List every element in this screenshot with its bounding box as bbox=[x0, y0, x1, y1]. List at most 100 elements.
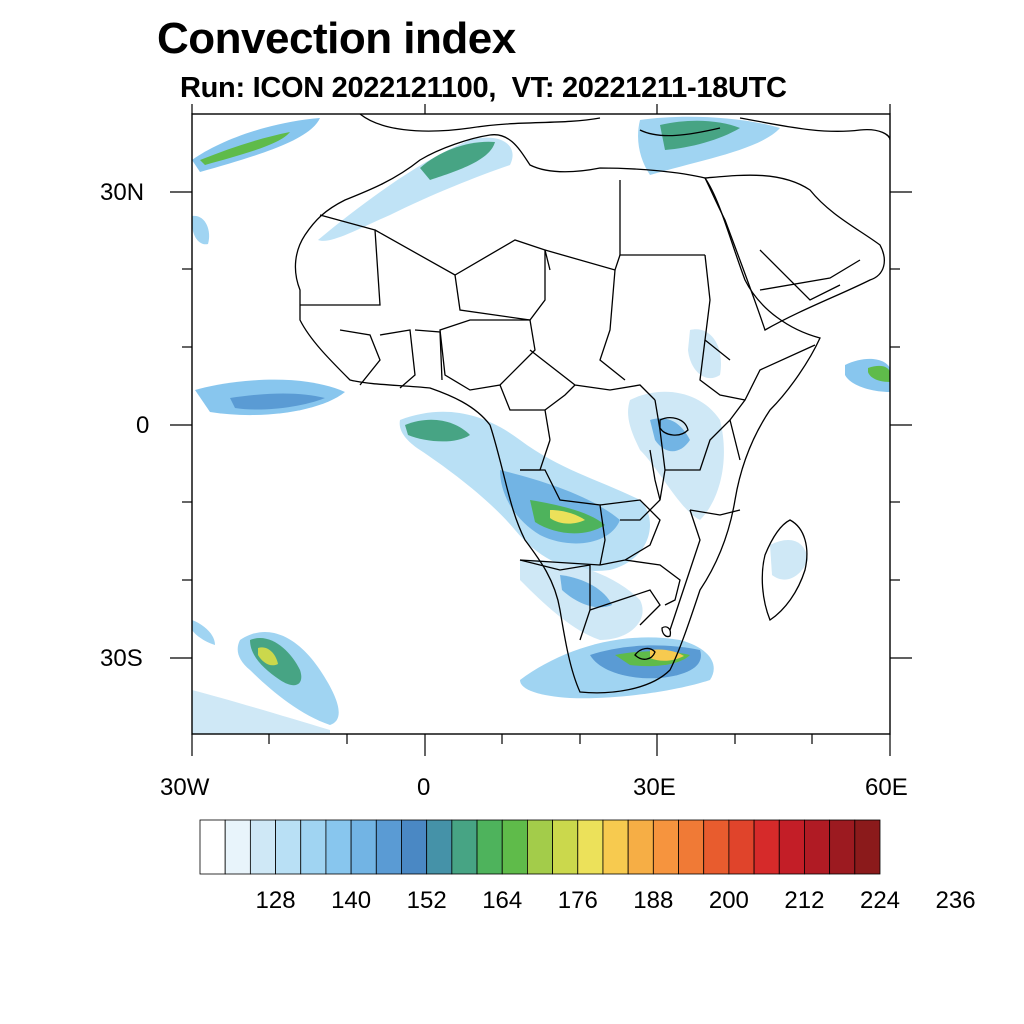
colorbar-tick-label: 188 bbox=[633, 887, 673, 914]
colorbar-tick-label: 224 bbox=[860, 887, 900, 914]
map-frame bbox=[191, 113, 891, 735]
lat-label-0: 0 bbox=[136, 412, 150, 439]
border-kenya-somalia bbox=[729, 344, 816, 421]
border-arabia-2 bbox=[759, 259, 861, 291]
convection-patch-atlantic-trop-core bbox=[230, 393, 325, 410]
border-niger-chad bbox=[454, 250, 546, 321]
border-tanzania-moz bbox=[689, 509, 741, 516]
colorbar: 128 140 152 164 176 188 200 212 224 236 bbox=[199, 819, 976, 914]
colorbar-swatch bbox=[703, 819, 730, 875]
europe-coastline bbox=[359, 114, 890, 141]
border-zimbabwe-moz bbox=[624, 559, 681, 606]
colorbar-swatch bbox=[652, 819, 679, 875]
colorbar-swatch bbox=[325, 819, 352, 875]
lake-tanganyika bbox=[649, 449, 661, 501]
convection-patch-indian-core bbox=[868, 365, 890, 382]
colorbar-swatch bbox=[350, 819, 377, 875]
colorbar-swatch bbox=[199, 819, 226, 875]
convection-patch-east bbox=[628, 391, 724, 520]
border-egypt-libya bbox=[619, 180, 705, 256]
colorbar-swatch bbox=[829, 819, 856, 875]
colorbar-swatch bbox=[753, 819, 780, 875]
border-libya-chad bbox=[544, 249, 621, 271]
colorbar-swatch bbox=[426, 819, 453, 875]
madagascar-coastline bbox=[761, 519, 808, 621]
border-cameroon-gabon bbox=[499, 384, 551, 441]
convection-patch-satl-3 bbox=[192, 620, 215, 645]
colorbar-swatch bbox=[224, 819, 251, 875]
colorbar-swatch bbox=[451, 819, 478, 875]
lake-victoria bbox=[659, 417, 689, 436]
convection-patch-satl-2 bbox=[192, 690, 330, 734]
colorbar-tick-label: 128 bbox=[256, 887, 296, 914]
chart-title: Convection index bbox=[157, 14, 516, 63]
convection-patch-ethiopia bbox=[688, 329, 721, 379]
convection-patch-south-interior-core bbox=[560, 575, 612, 608]
convection-patch-atlantic-nw bbox=[192, 215, 210, 245]
border-angola bbox=[519, 559, 601, 566]
colorbar-swatch bbox=[275, 819, 302, 875]
colorbar-swatch bbox=[602, 819, 629, 875]
border-botswana-sa bbox=[589, 589, 661, 626]
colorbar-swatch bbox=[300, 819, 327, 875]
colorbar-swatch bbox=[854, 819, 881, 875]
border-westafrica-1 bbox=[339, 329, 381, 386]
convection-patch-madagascar bbox=[770, 540, 808, 580]
border-mali-algeria bbox=[374, 229, 551, 276]
convection-shading bbox=[192, 116, 890, 734]
border-car bbox=[529, 349, 656, 401]
border-arabia-1 bbox=[759, 249, 841, 301]
border-nigeria bbox=[439, 319, 536, 391]
colorbar-tick-label: 236 bbox=[936, 887, 976, 914]
border-westafrica-2 bbox=[379, 329, 416, 389]
colorbar-tick-label: 176 bbox=[558, 887, 598, 914]
colorbar-swatch bbox=[678, 819, 705, 875]
lon-label-30e: 30E bbox=[633, 774, 676, 801]
colorbar-swatch bbox=[627, 819, 654, 875]
border-east-africa bbox=[665, 418, 741, 471]
africa-coastline bbox=[294, 134, 821, 694]
arabia-coastline bbox=[703, 174, 885, 331]
colorbar-swatch bbox=[501, 819, 528, 875]
convection-patch-satl-1-core bbox=[258, 647, 278, 666]
colorbar-swatch bbox=[375, 819, 402, 875]
convection-patch-north-west-core bbox=[200, 132, 290, 165]
border-sahara-west bbox=[300, 214, 381, 306]
convection-patch-gulf bbox=[405, 419, 470, 442]
border-drc-east bbox=[620, 399, 666, 521]
colorbar-swatch bbox=[728, 819, 755, 875]
border-westafrica-3 bbox=[414, 329, 443, 381]
colorbar-swatch bbox=[476, 819, 503, 875]
colorbar-swatch bbox=[778, 819, 805, 875]
colorbar-swatch bbox=[249, 819, 276, 875]
convection-patch-congo-hot bbox=[550, 510, 585, 524]
colorbar-tick-label: 212 bbox=[784, 887, 824, 914]
country-boundaries bbox=[294, 114, 890, 694]
colorbar-tick-label: 152 bbox=[407, 887, 447, 914]
colorbar-tick-label: 200 bbox=[709, 887, 749, 914]
border-eswatini bbox=[661, 626, 672, 638]
border-sudan-ethiopia bbox=[704, 254, 731, 361]
colorbar-tick-label: 140 bbox=[331, 887, 371, 914]
chart-subtitle: Run: ICON 2022121100, VT: 20221211-18UTC bbox=[180, 72, 787, 104]
colorbar-swatch bbox=[577, 819, 604, 875]
border-namibia-botswana bbox=[519, 559, 591, 641]
colorbar-swatch bbox=[552, 819, 579, 875]
border-zambia bbox=[599, 499, 661, 566]
lat-label-30s: 30S bbox=[100, 645, 143, 672]
colorbar-swatch bbox=[401, 819, 428, 875]
colorbar-swatch bbox=[804, 819, 831, 875]
lon-label-30w: 30W bbox=[160, 774, 210, 801]
axis-ticks bbox=[170, 104, 912, 756]
border-lesotho bbox=[634, 647, 656, 660]
convection-patch-north-core bbox=[420, 141, 495, 180]
colorbar-swatch bbox=[527, 819, 553, 875]
border-chad-sudan bbox=[599, 269, 626, 381]
lon-label-60e: 60E bbox=[865, 774, 908, 801]
border-drc-south bbox=[520, 469, 606, 566]
lat-label-30n: 30N bbox=[100, 179, 145, 206]
border-ethiopia-kenya bbox=[699, 339, 746, 401]
border-mozambique bbox=[669, 509, 701, 631]
lon-label-0: 0 bbox=[417, 774, 431, 801]
